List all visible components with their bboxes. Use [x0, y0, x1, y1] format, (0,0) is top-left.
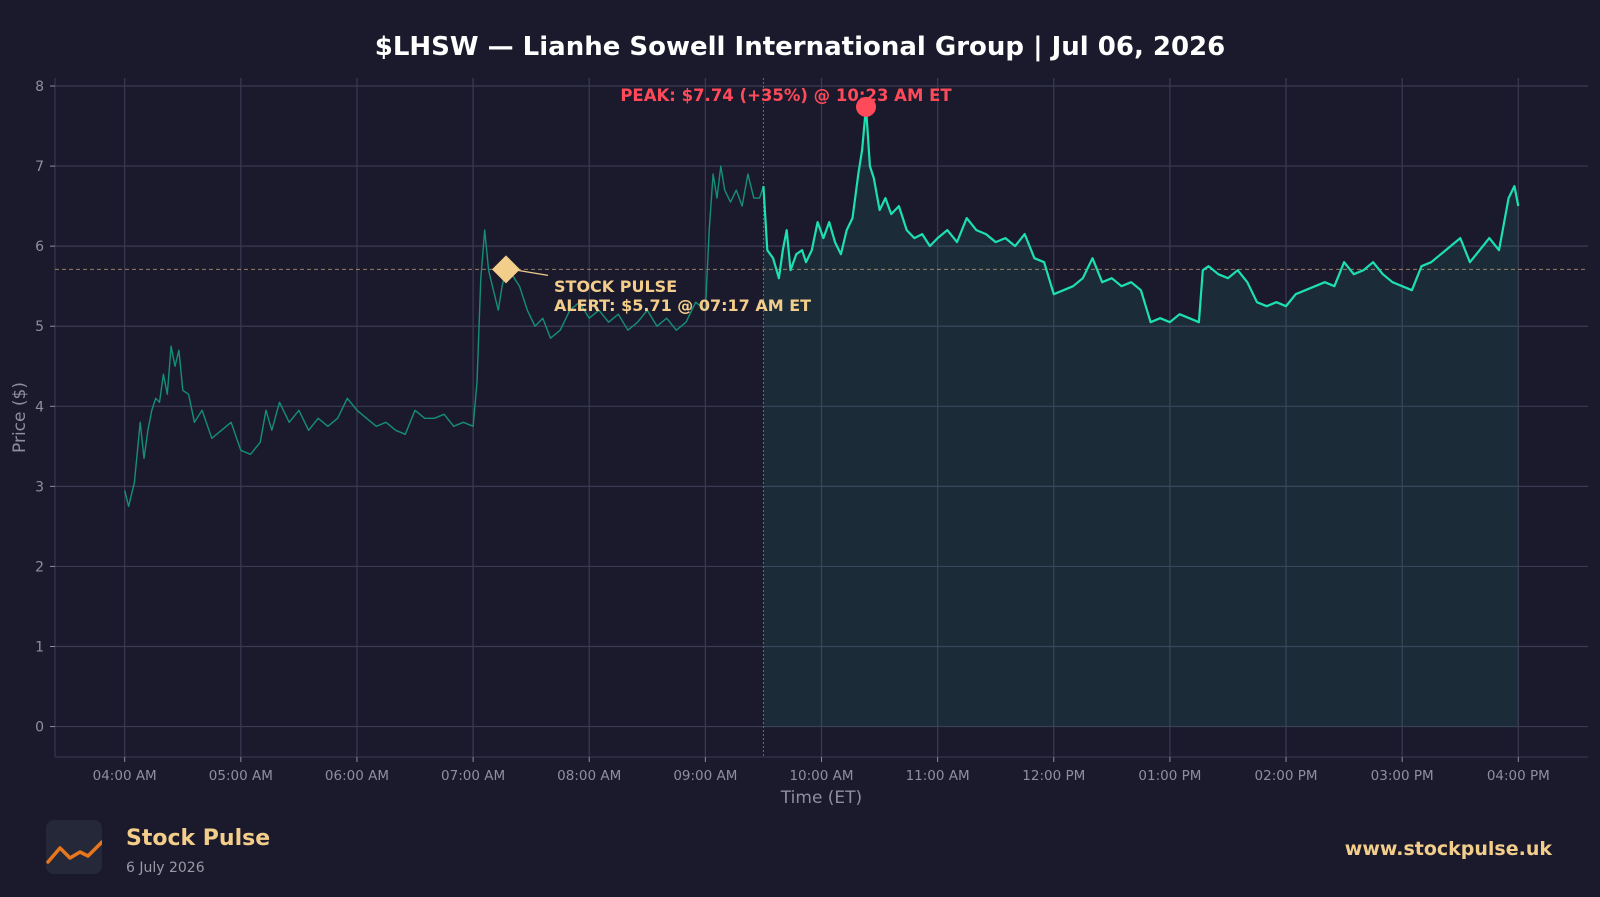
- y-axis-label: Price ($): [10, 382, 30, 453]
- x-axis-label: Time (ET): [780, 788, 862, 808]
- x-tick-label: 09:00 AM: [673, 768, 737, 784]
- website-link[interactable]: www.stockpulse.uk: [1344, 838, 1552, 860]
- y-tick-label: 2: [35, 559, 44, 575]
- alert-annotation-detail: ALERT: $5.71 @ 07:17 AM ET: [554, 296, 811, 315]
- x-tick-label: 11:00 AM: [906, 768, 970, 784]
- brand-name: Stock Pulse: [126, 826, 271, 851]
- chart-title: $LHSW — Lianhe Sowell International Grou…: [375, 32, 1225, 62]
- regular-price-line: [762, 105, 1520, 324]
- premarket-price-line: [124, 165, 765, 508]
- y-tick-label: 4: [35, 399, 44, 415]
- peak-marker: [856, 96, 877, 117]
- brand-block: Stock Pulse 6 July 2026: [46, 820, 346, 880]
- alert-connector: [517, 269, 549, 276]
- y-tick-label: 0: [35, 720, 44, 736]
- x-tick-label: 06:00 AM: [325, 768, 389, 784]
- x-tick-label: 10:00 AM: [789, 768, 853, 784]
- x-tick-label: 04:00 AM: [93, 768, 157, 784]
- alert-annotation-title: STOCK PULSE: [554, 277, 677, 296]
- trend-line-icon: [46, 820, 102, 874]
- alert-marker: [491, 255, 520, 284]
- y-tick-label: 6: [35, 239, 44, 255]
- x-tick-label: 02:00 PM: [1255, 768, 1318, 784]
- brand-date: 6 July 2026: [126, 860, 205, 876]
- x-tick-label: 05:00 AM: [209, 768, 273, 784]
- y-tick-label: 5: [35, 319, 44, 335]
- x-tick-label: 12:00 PM: [1022, 768, 1085, 784]
- regular-session-area: [763, 106, 1519, 727]
- y-tick-label: 3: [35, 479, 44, 495]
- y-tick-label: 1: [35, 640, 44, 656]
- y-tick-label: 7: [35, 159, 44, 175]
- y-tick-label: 8: [35, 79, 44, 95]
- x-tick-label: 01:00 PM: [1138, 768, 1201, 784]
- x-tick-label: 08:00 AM: [557, 768, 621, 784]
- peak-annotation: PEAK: $7.74 (+35%) @ 10:23 AM ET: [620, 86, 952, 105]
- x-tick-label: 03:00 PM: [1371, 768, 1434, 784]
- x-tick-label: 07:00 AM: [441, 768, 505, 784]
- x-tick-label: 04:00 PM: [1487, 768, 1550, 784]
